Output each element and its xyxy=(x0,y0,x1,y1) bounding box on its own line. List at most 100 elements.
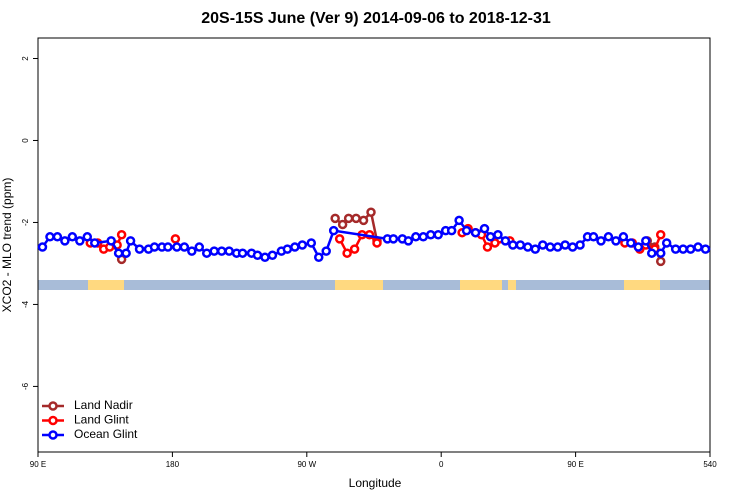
data-point xyxy=(349,244,360,254)
data-point xyxy=(37,242,48,252)
data-point xyxy=(493,230,503,240)
data-point xyxy=(121,248,131,258)
data-point xyxy=(306,238,317,248)
data-point xyxy=(588,232,599,242)
data-point xyxy=(75,236,85,246)
data-point xyxy=(125,236,136,246)
data-point xyxy=(45,232,55,242)
data-point xyxy=(425,230,436,240)
data-point xyxy=(67,232,78,242)
x-tick-label: 90 W xyxy=(297,460,316,469)
data-point xyxy=(252,250,263,260)
data-point xyxy=(297,240,308,250)
data-point xyxy=(187,246,197,256)
data-point xyxy=(89,238,100,248)
data-point xyxy=(626,238,636,248)
data-point xyxy=(60,236,70,246)
data-point xyxy=(500,236,511,246)
data-point xyxy=(693,242,703,252)
x-tick-label: 540 xyxy=(703,460,717,469)
data-point xyxy=(328,225,339,236)
data-point xyxy=(411,232,421,242)
data-point xyxy=(216,246,227,256)
data-point xyxy=(172,242,182,252)
data-point xyxy=(479,223,490,234)
data-point xyxy=(641,236,651,246)
data-point xyxy=(670,244,681,254)
legend-marker xyxy=(48,415,58,426)
x-tick-label: 180 xyxy=(166,460,180,469)
data-point xyxy=(508,240,518,250)
y-tick-label: -4 xyxy=(21,300,30,308)
data-point xyxy=(603,232,614,242)
data-point xyxy=(490,238,500,248)
data-point xyxy=(163,242,173,252)
data-point xyxy=(545,242,555,252)
data-point xyxy=(482,242,493,252)
data-point xyxy=(82,232,93,242)
data-point xyxy=(134,244,145,254)
data-point xyxy=(560,240,570,250)
legend-label: Ocean Glint xyxy=(74,427,138,441)
data-point xyxy=(330,213,340,224)
data-point xyxy=(337,219,348,230)
data-point xyxy=(52,232,63,242)
data-point xyxy=(237,248,248,258)
data-point xyxy=(530,244,541,254)
data-point xyxy=(678,244,688,254)
surface-strip xyxy=(38,280,710,290)
data-point xyxy=(485,232,496,242)
data-point xyxy=(655,256,666,267)
data-point xyxy=(618,232,629,242)
data-point xyxy=(418,232,429,242)
legend-label: Land Glint xyxy=(74,413,129,427)
data-point xyxy=(633,242,644,252)
data-point xyxy=(358,215,369,226)
data-point xyxy=(661,238,672,248)
y-axis-label: XCO2 - MLO trend (ppm) xyxy=(0,178,14,313)
data-point xyxy=(567,242,578,252)
y-tick-label: 2 xyxy=(21,56,30,61)
data-point xyxy=(179,242,190,252)
data-point xyxy=(201,248,212,258)
data-point xyxy=(282,244,293,254)
data-point xyxy=(655,230,666,240)
data-point xyxy=(655,248,666,258)
data-point xyxy=(700,244,711,254)
data-point xyxy=(388,234,399,244)
data-point xyxy=(149,242,160,252)
data-point xyxy=(116,230,127,240)
data-point xyxy=(685,244,696,254)
data-point xyxy=(343,213,354,224)
data-point xyxy=(372,238,382,248)
y-tick-label: -2 xyxy=(21,218,30,226)
chart-title: 20S-15S June (Ver 9) 2014-09-06 to 2018-… xyxy=(201,10,551,27)
data-point xyxy=(403,236,414,246)
data-point xyxy=(470,227,481,238)
data-point xyxy=(290,242,300,252)
data-point xyxy=(596,236,606,246)
data-point xyxy=(461,225,472,236)
data-point xyxy=(647,248,657,258)
data-point xyxy=(313,252,324,263)
plot-frame xyxy=(37,37,711,453)
data-point xyxy=(260,252,270,263)
data-point xyxy=(611,236,621,246)
data-point xyxy=(552,242,563,252)
y-tick-label: 0 xyxy=(21,138,30,143)
x-tick-label: 90 E xyxy=(30,460,46,469)
data-point xyxy=(106,236,116,246)
data-point xyxy=(575,240,585,250)
data-point xyxy=(446,225,457,236)
data-point xyxy=(351,213,361,224)
data-point xyxy=(537,240,548,250)
y-tick-label: -6 xyxy=(21,382,30,390)
legend-label: Land Nadir xyxy=(74,398,133,412)
data-point xyxy=(515,240,526,250)
legend-marker xyxy=(48,430,58,440)
x-axis-label: Longitude xyxy=(349,476,402,490)
x-tick-label: 0 xyxy=(439,460,444,469)
data-point xyxy=(209,246,219,256)
data-point xyxy=(113,248,124,258)
